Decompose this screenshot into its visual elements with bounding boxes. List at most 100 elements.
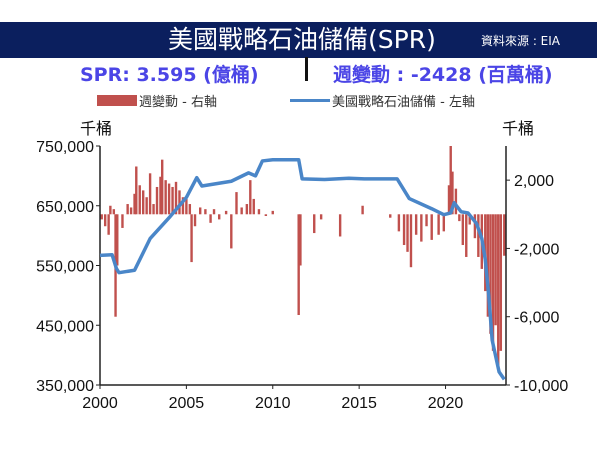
weekly-change-bar [171,186,174,215]
right-tick-label: -10,000 [514,378,568,395]
weekly-change-bar [185,198,188,215]
right-tick-label: -2,000 [514,241,559,258]
weekly-change-bar [414,214,418,235]
weekly-change-bar [442,214,446,232]
weekly-change-bar [138,185,141,215]
right-tick-label: 2,000 [514,173,554,190]
x-tick-label: 2005 [169,395,205,412]
weekly-change-bar [133,193,136,215]
weekly-change-bar [264,214,268,216]
weekly-change-bar [145,197,148,215]
weekly-change-bar [188,204,192,215]
weekly-change-bar [468,214,471,225]
weekly-change-bar [230,214,233,249]
weekly-change-bar [245,204,249,215]
header-bar: 美國戰略石油儲備(SPR) 資料來源 : EIA [0,22,597,58]
weekly-change-bar [409,214,413,268]
weekly-change-bar [313,214,316,234]
legend-bar-label: 週變動 - 右軸 [139,95,217,110]
left-tick-label: 650,000 [36,199,94,216]
weekly-change-bar [425,214,428,227]
weekly-change-bar [240,207,243,215]
legend-bar: 週變動 - 右軸 [97,91,217,110]
weekly-change-bar [299,214,302,266]
weekly-change-bar [107,214,110,235]
weekly-change-bar [121,214,124,228]
weekly-change-bar [271,210,274,215]
spr-value: SPR: 3.595 (億桶) [80,64,259,86]
legend-line-swatch [290,99,330,102]
weekly-change-bar [473,214,477,239]
weekly-change-bar [499,214,503,351]
weekly-change-bar [430,214,433,240]
weekly-change-bar [116,214,119,266]
weekly-change-bar [109,205,112,215]
weekly-change-bar [461,214,465,246]
left-tick-label: 550,000 [36,259,94,276]
weekly-change-bar [204,209,207,215]
weekly-change-bar [199,207,202,215]
weekly-change-bar [494,214,497,326]
weekly-change-bar [402,214,406,246]
left-unit-label: 千桶 [80,120,112,138]
weekly-change-bar [155,186,159,215]
x-tick-label: 2015 [341,395,377,412]
weekly-change-bar [458,214,461,222]
weekly-change-bar [252,198,255,215]
weekly-change-bar [181,197,185,215]
weekly-change-bar [338,214,342,237]
weekly-change-bar [141,190,145,215]
weekly-change-bar [406,214,409,252]
weekly-change-bar [235,192,238,215]
weekly-change-bar [451,171,454,215]
chart-title: 美國戰略石油儲備(SPR) [168,25,436,54]
weekly-change-bar [112,209,116,215]
weekly-change-bar [486,214,490,317]
weekly-change-bar [103,214,107,227]
weekly-change-bar [164,180,167,215]
weekly-change-bar [449,146,452,215]
weekly-change-bar [135,166,138,215]
weekly-change-bar [178,190,181,215]
x-tick-label: 2000 [82,395,118,412]
weekly-change-bar [361,205,364,215]
weekly-change-bar [126,204,129,215]
weekly-change-bar [503,214,506,256]
weekly-change-bar [454,188,458,215]
legend-line-label: 美國戰略石油儲備 - 左軸 [332,95,475,110]
weekly-change-value: 週變動 : -2428 (百萬桶) [333,64,553,86]
weekly-change-bar [389,214,392,218]
weekly-change-bar [319,214,323,220]
left-tick-label: 750,000 [36,139,94,156]
weekly-change-bar [397,214,401,232]
weekly-change-bar [224,210,228,215]
left-tick-label: 450,000 [36,318,94,335]
weekly-change-bar [249,180,252,215]
x-tick-label: 2020 [428,395,464,412]
spr-line [99,157,506,381]
weekly-change-bar [437,214,440,235]
divider [305,57,308,81]
source-label: 資料來源 : EIA [481,34,561,48]
weekly-change-bar [477,214,480,257]
weekly-change-bar [257,209,261,215]
weekly-change-bar [129,207,133,215]
weekly-change-bar [190,214,193,263]
weekly-change-bar [174,181,178,215]
weekly-change-bar [159,176,162,215]
weekly-change-bar [491,214,495,351]
weekly-change-bar [167,183,171,215]
weekly-change-bar [193,214,197,227]
weekly-change-bar [100,214,103,220]
legend-line: 美國戰略石油儲備 - 左軸 [290,91,475,110]
weekly-change-bar [218,214,221,220]
weekly-change-bar [212,209,216,215]
weekly-change-bar [209,214,212,223]
right-unit-label: 千桶 [502,120,534,138]
left-tick-label: 350,000 [36,378,94,395]
weekly-change-bar [420,214,423,242]
weekly-change-bar [297,214,300,316]
weekly-change-bar [447,185,451,215]
weekly-change-bar [465,214,468,257]
